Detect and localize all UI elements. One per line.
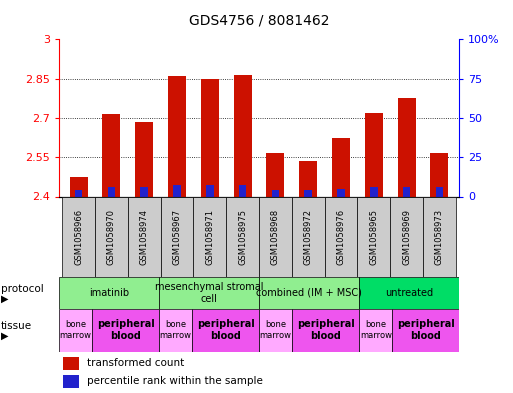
Text: peripheral
blood: peripheral blood <box>297 320 354 341</box>
Bar <box>423 196 456 277</box>
Bar <box>272 190 279 196</box>
Bar <box>135 122 153 196</box>
Bar <box>359 309 392 352</box>
Text: peripheral
blood: peripheral blood <box>397 320 455 341</box>
Bar <box>365 113 383 196</box>
Text: bone
marrow: bone marrow <box>260 320 292 340</box>
Text: GSM1058973: GSM1058973 <box>435 209 444 265</box>
Bar <box>70 177 88 196</box>
Bar <box>239 185 246 196</box>
Bar <box>403 187 410 196</box>
Text: GSM1058974: GSM1058974 <box>140 209 149 265</box>
Bar <box>108 187 115 196</box>
Text: peripheral
blood: peripheral blood <box>197 320 254 341</box>
Bar <box>436 187 443 196</box>
Bar <box>390 196 423 277</box>
Bar <box>292 309 359 352</box>
Text: ▶: ▶ <box>1 331 9 341</box>
Bar <box>259 196 292 277</box>
Bar <box>358 196 390 277</box>
Text: tissue: tissue <box>1 321 32 331</box>
Bar <box>141 187 148 196</box>
Text: GSM1058971: GSM1058971 <box>205 209 214 265</box>
Bar <box>305 190 312 196</box>
Bar <box>63 357 79 370</box>
Bar <box>332 138 350 196</box>
Text: GSM1058966: GSM1058966 <box>74 209 83 265</box>
Bar <box>430 153 448 196</box>
Bar <box>173 185 181 196</box>
Bar <box>103 114 121 196</box>
Bar <box>75 190 83 196</box>
Bar <box>292 196 325 277</box>
Bar <box>193 196 226 277</box>
Text: combined (IM + MSC): combined (IM + MSC) <box>256 288 362 298</box>
Bar <box>233 75 252 196</box>
Bar <box>201 79 219 196</box>
Text: protocol: protocol <box>1 284 44 294</box>
Text: ▶: ▶ <box>1 294 9 304</box>
Bar <box>392 309 459 352</box>
Text: GSM1058976: GSM1058976 <box>337 209 346 265</box>
Bar <box>59 277 159 309</box>
Text: transformed count: transformed count <box>87 358 184 368</box>
Bar <box>59 309 92 352</box>
Text: untreated: untreated <box>385 288 433 298</box>
Bar <box>63 375 79 388</box>
Bar <box>370 187 378 196</box>
Text: GDS4756 / 8081462: GDS4756 / 8081462 <box>189 14 329 28</box>
Text: imatinib: imatinib <box>89 288 129 298</box>
Bar <box>161 196 193 277</box>
Text: percentile rank within the sample: percentile rank within the sample <box>87 376 263 386</box>
Text: GSM1058970: GSM1058970 <box>107 209 116 265</box>
Text: GSM1058975: GSM1058975 <box>238 209 247 265</box>
Text: GSM1058969: GSM1058969 <box>402 209 411 265</box>
Bar <box>259 277 359 309</box>
Text: GSM1058972: GSM1058972 <box>304 209 313 265</box>
Bar <box>92 309 159 352</box>
Bar <box>159 277 259 309</box>
Text: GSM1058965: GSM1058965 <box>369 209 379 265</box>
Bar <box>337 189 345 196</box>
Bar <box>206 185 213 196</box>
Bar <box>95 196 128 277</box>
Bar <box>359 277 459 309</box>
Text: mesenchymal stromal
cell: mesenchymal stromal cell <box>155 282 263 303</box>
Text: peripheral
blood: peripheral blood <box>97 320 154 341</box>
Text: bone
marrow: bone marrow <box>360 320 392 340</box>
Bar <box>266 153 285 196</box>
Bar <box>128 196 161 277</box>
Bar <box>299 161 317 196</box>
Bar <box>62 196 95 277</box>
Bar <box>259 309 292 352</box>
Text: bone
marrow: bone marrow <box>160 320 192 340</box>
Bar <box>325 196 358 277</box>
Bar <box>226 196 259 277</box>
Bar <box>159 309 192 352</box>
Bar <box>168 76 186 196</box>
Bar <box>192 309 259 352</box>
Text: GSM1058968: GSM1058968 <box>271 209 280 265</box>
Text: GSM1058967: GSM1058967 <box>172 209 182 265</box>
Text: bone
marrow: bone marrow <box>60 320 92 340</box>
Bar <box>398 98 416 196</box>
